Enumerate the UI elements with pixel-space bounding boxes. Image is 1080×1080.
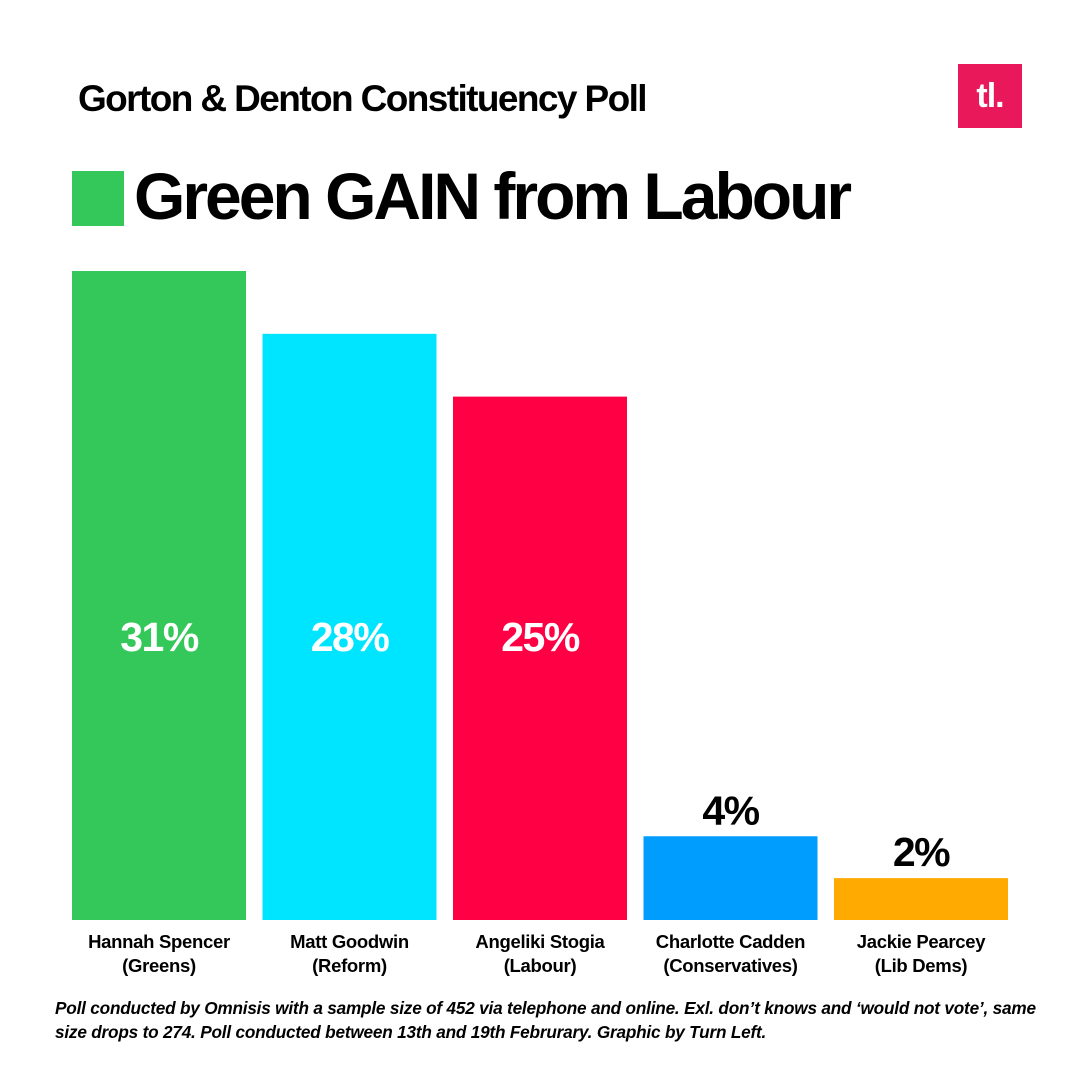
headline: Green GAIN from Labour [72, 158, 852, 234]
candidate-name-3: Angeliki Stogia [475, 931, 605, 952]
footnote: Poll conducted by Omnisis with a sample … [55, 998, 1036, 1042]
candidate-party-4: (Conservatives) [663, 955, 797, 976]
bar-4 [643, 836, 818, 920]
turn-left-logo: tl. [958, 64, 1022, 128]
candidate-name-2: Matt Goodwin [290, 931, 409, 952]
candidate-party-1: (Greens) [122, 955, 196, 976]
candidate-party-5: (Lib Dems) [875, 955, 968, 976]
candidate-party-2: (Reform) [312, 955, 387, 976]
headline-text: Green GAIN from Labour [134, 159, 852, 233]
bar-1 [72, 271, 246, 920]
value-label-1: 31% [120, 614, 199, 660]
logo-text: tl. [976, 76, 1004, 115]
value-label-3: 25% [501, 614, 580, 660]
candidate-name-5: Jackie Pearcey [857, 931, 987, 952]
bar-5 [834, 878, 1008, 920]
candidate-name-1: Hannah Spencer [88, 931, 230, 952]
greens-color-swatch [72, 171, 124, 226]
page-title: Gorton & Denton Constituency Poll [78, 78, 648, 119]
value-label-5: 2% [893, 829, 950, 875]
candidate-name-4: Charlotte Cadden [656, 931, 805, 952]
bar-3 [453, 396, 627, 920]
bar-2 [262, 333, 437, 920]
value-label-4: 4% [702, 787, 759, 833]
candidate-party-3: (Labour) [504, 955, 577, 976]
value-label-2: 28% [311, 614, 390, 660]
